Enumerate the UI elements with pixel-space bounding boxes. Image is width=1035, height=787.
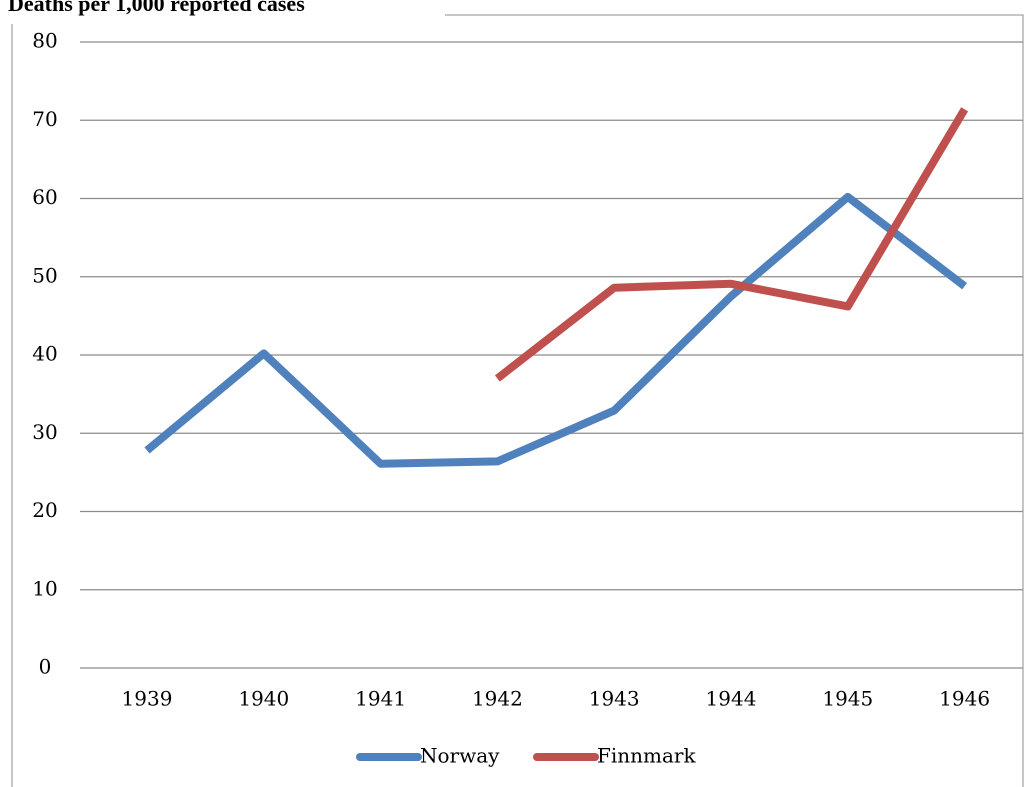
- x-tick-label: 1940: [238, 687, 289, 711]
- y-tick-label: 70: [32, 107, 57, 131]
- x-tick-label: 1942: [472, 687, 523, 711]
- title-background: [0, 0, 445, 24]
- x-tick-label: 1939: [122, 687, 173, 711]
- y-tick-label: 40: [32, 342, 57, 366]
- y-tick-label: 20: [32, 498, 57, 522]
- y-tick-label: 30: [32, 420, 57, 444]
- legend-label: Finnmark: [597, 744, 696, 768]
- y-tick-label: 50: [32, 263, 57, 287]
- y-tick-label: 0: [39, 655, 52, 679]
- x-tick-label: 1946: [939, 687, 990, 711]
- y-tick-label: 60: [32, 185, 57, 209]
- chart-title: Deaths per 1,000 reported cases: [8, 0, 305, 16]
- series-line: [494, 107, 969, 382]
- x-tick-label: 1944: [706, 687, 757, 711]
- y-tick-label: 80: [32, 29, 57, 53]
- x-tick-label: 1941: [355, 687, 406, 711]
- chart-frame: [11, 14, 1024, 787]
- series-line: [144, 192, 968, 468]
- legend-label: Norway: [420, 744, 500, 768]
- x-tick-label: 1945: [822, 687, 873, 711]
- y-tick-label: 10: [32, 576, 57, 600]
- x-tick-label: 1943: [589, 687, 640, 711]
